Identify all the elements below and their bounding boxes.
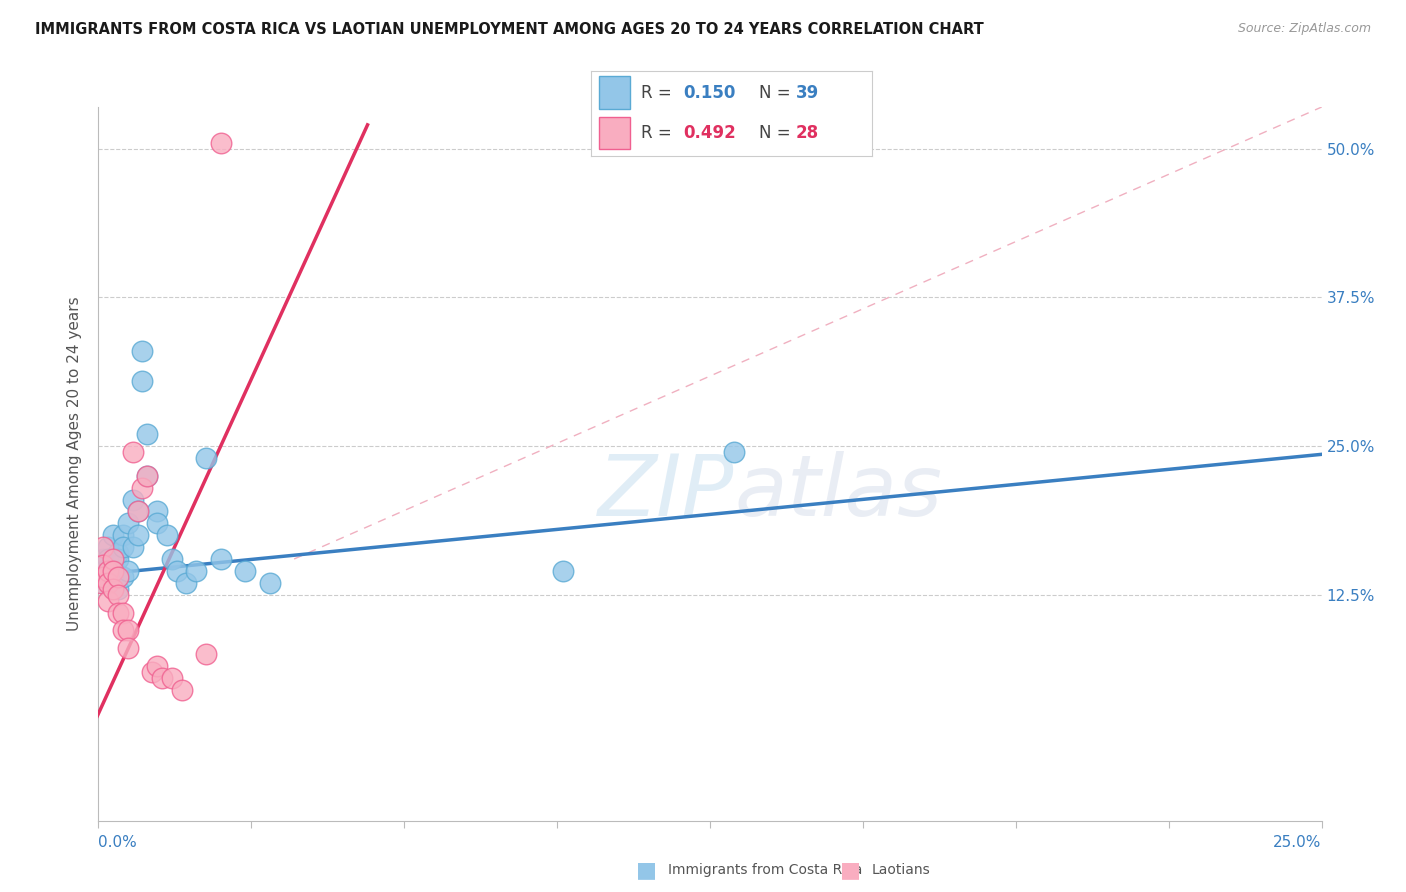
Point — [141, 665, 163, 679]
Point — [160, 671, 183, 685]
Point — [127, 504, 149, 518]
Point — [117, 641, 139, 656]
Point — [170, 682, 193, 697]
Text: Laotians: Laotians — [872, 863, 931, 877]
Point — [91, 570, 114, 584]
Point — [146, 504, 169, 518]
Point — [101, 582, 124, 596]
Point — [97, 575, 120, 590]
Text: N =: N = — [759, 84, 796, 102]
Point — [160, 552, 183, 566]
Text: 28: 28 — [796, 124, 818, 142]
Point — [136, 468, 159, 483]
Point — [117, 564, 139, 578]
Point — [107, 546, 129, 560]
Point — [107, 606, 129, 620]
Point — [117, 516, 139, 531]
Point — [186, 564, 208, 578]
Point — [121, 540, 143, 554]
Point — [91, 564, 114, 578]
Point — [97, 552, 120, 566]
Text: R =: R = — [641, 84, 678, 102]
Point — [97, 575, 120, 590]
Point — [111, 570, 134, 584]
Point — [101, 552, 124, 566]
Point — [723, 445, 745, 459]
Point — [97, 564, 120, 578]
Point — [91, 552, 114, 566]
Text: 39: 39 — [796, 84, 820, 102]
Text: ZIP: ZIP — [598, 450, 734, 534]
Text: Source: ZipAtlas.com: Source: ZipAtlas.com — [1237, 22, 1371, 36]
Point — [195, 647, 218, 661]
Point — [111, 540, 134, 554]
Point — [131, 374, 153, 388]
Text: atlas: atlas — [734, 450, 942, 534]
Text: 0.150: 0.150 — [683, 84, 735, 102]
Point — [209, 136, 232, 150]
Point — [101, 564, 124, 578]
Point — [127, 504, 149, 518]
Point — [101, 528, 124, 542]
Point — [107, 570, 129, 584]
Text: ■: ■ — [637, 860, 657, 880]
Point — [111, 606, 134, 620]
Point — [156, 528, 179, 542]
Point — [136, 427, 159, 442]
Point — [97, 593, 120, 607]
Point — [101, 570, 124, 584]
Point — [176, 575, 198, 590]
Text: IMMIGRANTS FROM COSTA RICA VS LAOTIAN UNEMPLOYMENT AMONG AGES 20 TO 24 YEARS COR: IMMIGRANTS FROM COSTA RICA VS LAOTIAN UN… — [35, 22, 984, 37]
Point — [107, 582, 129, 596]
Y-axis label: Unemployment Among Ages 20 to 24 years: Unemployment Among Ages 20 to 24 years — [67, 296, 83, 632]
Point — [209, 552, 232, 566]
Point — [150, 671, 173, 685]
Point — [233, 564, 256, 578]
Point — [107, 552, 129, 566]
Point — [97, 540, 120, 554]
Point — [111, 624, 134, 638]
Text: 0.0%: 0.0% — [98, 835, 138, 850]
Point — [107, 588, 129, 602]
Point — [91, 558, 114, 572]
Point — [121, 445, 143, 459]
Point — [166, 564, 188, 578]
Point — [131, 343, 153, 358]
Point — [101, 558, 124, 572]
Point — [91, 540, 114, 554]
FancyBboxPatch shape — [599, 77, 630, 109]
Point — [553, 564, 575, 578]
Point — [91, 575, 114, 590]
Text: N =: N = — [759, 124, 796, 142]
Point — [117, 624, 139, 638]
Point — [146, 659, 169, 673]
Point — [136, 468, 159, 483]
Text: 0.492: 0.492 — [683, 124, 737, 142]
FancyBboxPatch shape — [599, 117, 630, 149]
Point — [127, 528, 149, 542]
Point — [195, 450, 218, 465]
Text: 25.0%: 25.0% — [1274, 835, 1322, 850]
Text: ■: ■ — [841, 860, 860, 880]
Point — [121, 492, 143, 507]
Point — [259, 575, 281, 590]
Point — [131, 481, 153, 495]
Text: R =: R = — [641, 124, 678, 142]
Point — [90, 575, 112, 590]
Point — [97, 564, 120, 578]
Point — [111, 528, 134, 542]
Text: Immigrants from Costa Rica: Immigrants from Costa Rica — [668, 863, 862, 877]
Point — [146, 516, 169, 531]
